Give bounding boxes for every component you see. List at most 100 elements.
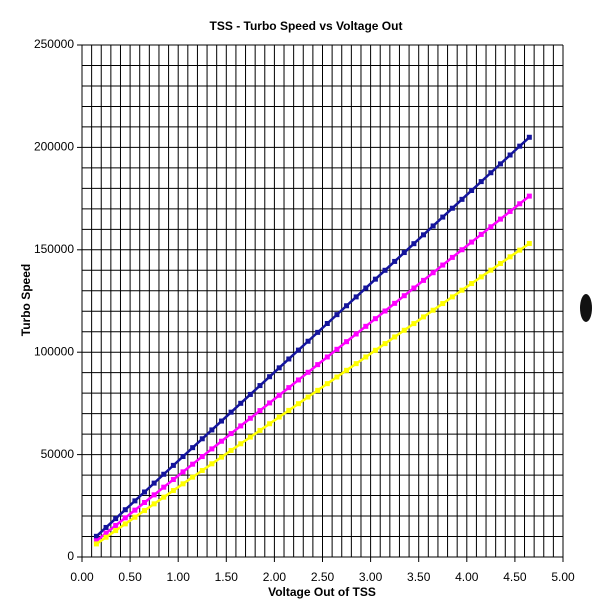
point	[276, 392, 282, 398]
x-axis-title: Voltage Out of TSS	[268, 585, 376, 599]
point	[478, 274, 484, 280]
point	[324, 354, 330, 360]
point	[507, 152, 513, 158]
point	[449, 294, 455, 300]
point	[142, 508, 148, 514]
x-tick-label: 3.50	[407, 570, 431, 584]
point	[344, 367, 350, 373]
point	[497, 261, 503, 267]
point	[267, 421, 273, 427]
point	[151, 501, 157, 507]
x-tick-label: 4.50	[503, 570, 527, 584]
point	[276, 414, 282, 420]
point	[382, 267, 388, 273]
point	[526, 134, 532, 140]
point	[247, 415, 253, 421]
point	[497, 161, 503, 167]
point	[170, 462, 176, 468]
point	[526, 240, 532, 246]
point	[401, 327, 407, 333]
point	[257, 408, 263, 414]
point	[238, 441, 244, 447]
point	[488, 224, 494, 230]
point	[190, 461, 196, 467]
point	[372, 276, 378, 282]
point	[295, 347, 301, 353]
point	[344, 339, 350, 345]
point	[93, 533, 99, 539]
point	[122, 507, 128, 513]
point	[401, 250, 407, 256]
y-tick-label: 250000	[34, 37, 74, 51]
point	[372, 347, 378, 353]
point	[228, 431, 234, 437]
point	[305, 338, 311, 344]
chart-title: TSS - Turbo Speed vs Voltage Out	[210, 19, 403, 33]
point	[315, 329, 321, 335]
point	[488, 267, 494, 273]
point	[372, 316, 378, 322]
point	[199, 454, 205, 460]
point	[497, 216, 503, 222]
point	[103, 524, 109, 530]
point	[151, 480, 157, 486]
point	[324, 320, 330, 326]
point	[363, 354, 369, 360]
point	[411, 285, 417, 291]
point	[363, 323, 369, 329]
point	[170, 477, 176, 483]
point	[247, 391, 253, 397]
point	[132, 514, 138, 520]
point	[228, 447, 234, 453]
point	[257, 427, 263, 433]
point	[295, 401, 301, 407]
point	[151, 492, 157, 498]
point	[459, 196, 465, 202]
point	[517, 247, 523, 253]
point	[421, 314, 427, 320]
point	[517, 143, 523, 149]
point	[459, 247, 465, 253]
point	[93, 538, 99, 544]
point	[180, 481, 186, 487]
point	[190, 474, 196, 480]
point	[132, 507, 138, 513]
point	[449, 205, 455, 211]
x-tick-label: 5.00	[551, 570, 575, 584]
x-tick-label: 0.00	[70, 570, 94, 584]
point	[478, 179, 484, 185]
point	[507, 254, 513, 260]
point	[238, 423, 244, 429]
series-line	[95, 136, 531, 538]
y-tick-label: 200000	[34, 140, 74, 154]
point	[199, 467, 205, 473]
point	[469, 281, 475, 287]
y-axis-title: Turbo Speed	[19, 264, 33, 336]
x-tick-label: 2.50	[311, 570, 335, 584]
point	[286, 407, 292, 413]
point	[353, 294, 359, 300]
point	[392, 334, 398, 340]
point	[478, 231, 484, 237]
point	[103, 534, 109, 540]
y-tick-label: 150000	[34, 242, 74, 256]
x-tick-label: 4.00	[455, 570, 479, 584]
point	[334, 346, 340, 352]
point	[344, 303, 350, 309]
point	[122, 521, 128, 527]
x-tick-label: 2.00	[263, 570, 287, 584]
point	[247, 434, 253, 440]
point	[469, 187, 475, 193]
point	[170, 488, 176, 494]
point	[113, 516, 119, 522]
y-tick-label: 0	[67, 549, 74, 563]
point	[113, 528, 119, 534]
point	[440, 262, 446, 268]
point	[161, 494, 167, 500]
point	[286, 385, 292, 391]
point	[353, 361, 359, 367]
point	[421, 277, 427, 283]
point	[286, 356, 292, 362]
point	[411, 321, 417, 327]
x-tick-label: 1.00	[167, 570, 191, 584]
